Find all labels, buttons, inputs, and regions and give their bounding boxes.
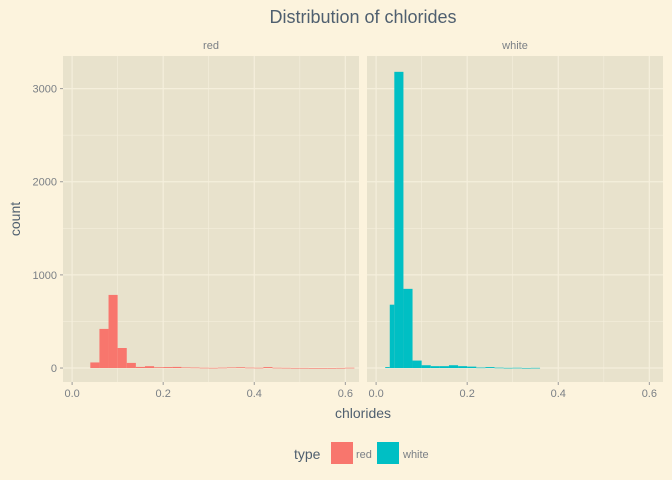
x-tick-label: 0.0 bbox=[368, 388, 383, 400]
bar-white bbox=[467, 366, 477, 369]
bar-white bbox=[458, 366, 468, 369]
legend-label-red: red bbox=[356, 449, 372, 461]
legend-key-white bbox=[377, 442, 399, 464]
bar-red bbox=[217, 367, 227, 369]
bar-red bbox=[226, 367, 237, 369]
bar-red bbox=[154, 367, 164, 369]
legend-key-red bbox=[331, 442, 353, 464]
bar-red bbox=[199, 367, 209, 369]
bar-white bbox=[485, 367, 495, 369]
bar-red bbox=[299, 367, 309, 369]
bar-red bbox=[208, 367, 218, 369]
x-tick-label: 0.2 bbox=[460, 388, 475, 400]
bar-white bbox=[394, 71, 404, 369]
bar-white bbox=[412, 360, 422, 369]
x-tick-label: 0.6 bbox=[642, 388, 657, 400]
y-tick-label: 1000 bbox=[33, 270, 57, 282]
facet-strip-label-red: red bbox=[203, 40, 219, 52]
bar-red bbox=[90, 362, 100, 369]
bar-red bbox=[318, 368, 328, 369]
bars-white bbox=[385, 71, 541, 369]
x-axis-title: chlorides bbox=[335, 405, 391, 421]
bar-red bbox=[236, 367, 246, 369]
bar-white bbox=[503, 367, 513, 369]
bar-red bbox=[263, 367, 273, 369]
x-tick-label: 0.4 bbox=[247, 388, 262, 400]
bar-white bbox=[430, 366, 440, 369]
x-tick-label: 0.0 bbox=[64, 388, 79, 400]
bar-white bbox=[389, 304, 395, 369]
bar-red bbox=[126, 362, 136, 369]
bar-red bbox=[172, 366, 182, 369]
bar-red bbox=[272, 367, 282, 369]
bar-red bbox=[135, 366, 145, 369]
bar-white bbox=[476, 367, 486, 369]
bar-white bbox=[403, 288, 413, 369]
facet-white: white bbox=[367, 40, 663, 382]
bar-white bbox=[439, 366, 449, 369]
bar-red bbox=[181, 367, 191, 369]
x-axis: 0.0 0.2 0.4 0.6 0.0 0.2 0.4 0.6 bbox=[64, 382, 657, 400]
bar-white bbox=[530, 367, 541, 369]
bar-white bbox=[521, 367, 531, 369]
bars-red bbox=[90, 294, 355, 369]
bar-red bbox=[290, 367, 300, 369]
bar-red bbox=[254, 367, 264, 369]
y-tick-label: 3000 bbox=[33, 84, 57, 96]
bar-red bbox=[99, 328, 109, 369]
bar-red bbox=[308, 368, 319, 369]
chart-title: Distribution of chlorides bbox=[269, 7, 456, 27]
legend-title: type bbox=[294, 446, 321, 462]
bar-red bbox=[245, 367, 255, 369]
x-tick-label: 0.2 bbox=[156, 388, 171, 400]
bar-white bbox=[494, 367, 504, 369]
facet-red: red bbox=[63, 40, 359, 382]
y-axis: 0 1000 2000 3000 bbox=[33, 84, 63, 375]
bar-white bbox=[421, 365, 431, 369]
bar-white bbox=[385, 367, 390, 369]
legend: type red white bbox=[294, 442, 429, 464]
x-tick-label: 0.6 bbox=[338, 388, 353, 400]
bar-red bbox=[144, 366, 155, 369]
bar-red bbox=[327, 368, 337, 369]
y-tick-label: 0 bbox=[51, 363, 57, 375]
bar-red bbox=[163, 367, 173, 369]
facet-strip-label-white: white bbox=[501, 40, 528, 52]
bar-red bbox=[336, 367, 346, 369]
bar-red bbox=[345, 367, 355, 369]
bar-red bbox=[117, 348, 127, 369]
bar-white bbox=[448, 365, 459, 369]
bar-white bbox=[512, 367, 522, 369]
x-tick-label: 0.4 bbox=[551, 388, 566, 400]
bar-red bbox=[108, 294, 118, 369]
y-tick-label: 2000 bbox=[33, 177, 57, 189]
bar-red bbox=[190, 367, 200, 369]
gridlines-white bbox=[367, 56, 663, 382]
y-axis-title: count bbox=[7, 202, 23, 236]
legend-label-white: white bbox=[402, 449, 429, 461]
bar-red bbox=[281, 367, 291, 369]
panel-background-white bbox=[367, 56, 663, 382]
